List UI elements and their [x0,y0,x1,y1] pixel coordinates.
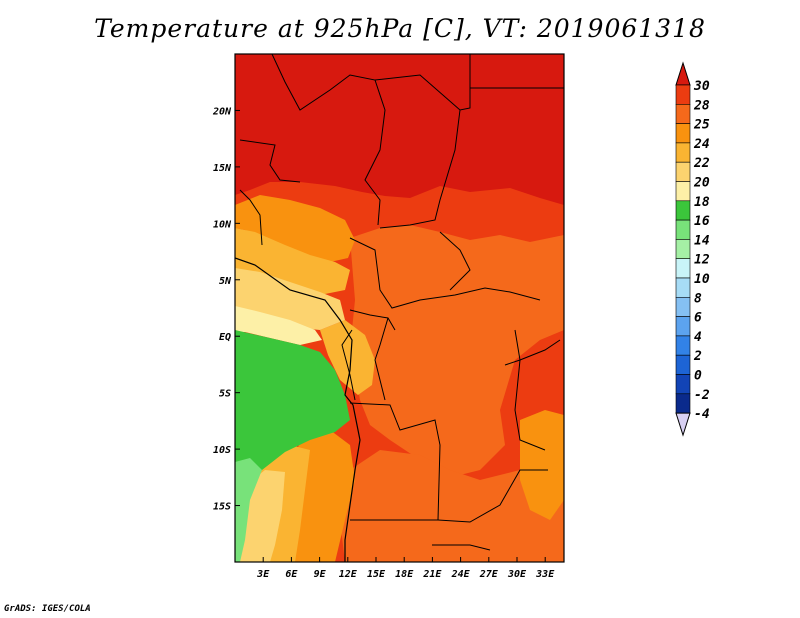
colorbar-label: 28 [693,98,710,113]
colorbar-swatch [675,219,691,240]
x-tick-label: 18E [395,569,414,580]
colorbar-label: 30 [693,79,710,94]
colorbar-label: 10 [694,272,710,287]
colorbar-swatch [675,123,691,144]
colorbar-label: 18 [694,195,710,210]
field-25-central [350,225,564,480]
field-22-west [235,228,350,295]
colorbar-swatch [675,316,691,337]
colorbar-swatch [675,239,691,259]
field-25-south [340,450,564,562]
field-24-east [520,410,564,520]
colorbar-label: 8 [694,291,702,306]
colorbar-label: 14 [694,233,710,248]
x-tick-label: 30E [507,569,527,580]
colorbar-label: 12 [694,253,710,268]
y-tick-label: 15N [213,163,232,174]
y-tick-label: 10N [213,219,232,230]
colorbar-swatch [675,84,691,105]
country-borders [239,54,564,551]
colorbar-label: -4 [694,407,710,422]
colorbar-swatch [675,161,691,182]
colorbar-label: 16 [694,214,710,229]
x-tick-label: 9E [314,569,327,580]
x-tick-label: 15E [367,569,386,580]
x-tick-label: 27E [479,569,499,580]
colorbar-label: 22 [693,156,710,171]
colorbar-bottom-arrow [675,412,691,437]
credit-label: GrADS: IGES/COLA [4,604,91,614]
temperature-field [235,54,564,562]
y-tick-label: 15S [213,502,231,513]
colorbar-swatch [675,354,691,375]
field-18-gulf [235,306,322,345]
field-22-coast [320,320,375,395]
field-16-ocean [235,330,350,500]
colorbar-label: 25 [693,118,710,133]
y-tick-label: 20N [212,106,232,117]
x-tick-label: 3E [256,569,270,580]
colorbar-label: 24 [693,137,710,152]
y-tick-label: 10S [213,445,231,456]
colorbar-swatch [675,296,691,317]
colorbar-swatch [675,258,691,279]
colorbar-swatch [675,374,691,395]
colorbar-swatch [675,181,691,202]
colorbar-swatch [675,393,691,414]
field-14-ocean [235,458,262,562]
colorbar-swatch [675,277,691,298]
colorbar-label: 4 [694,330,702,345]
chart-title: Temperature at 925hPa [C], VT: 201906131… [94,14,706,43]
y-tick-label: 5S [219,389,231,400]
x-tick-label: 12E [339,569,358,580]
colorbar-label: -2 [694,388,710,403]
x-axis-ticks: 3E 6E 9E 12E 15E 18E 21E 24E 27E 30E 33E [256,557,555,580]
colorbar-label: 20 [693,176,710,191]
x-tick-label: 6E [285,569,298,580]
colorbar-label: 0 [694,369,702,384]
coastline [235,257,361,562]
colorbar-top-arrow [675,61,691,86]
map-frame [234,53,565,563]
field-24-west [235,195,355,262]
y-tick-label: 5N [219,276,232,287]
x-tick-label: 24E [451,569,471,580]
field-30-north [235,54,564,205]
colorbar-label: 2 [693,349,702,364]
colorbar-swatch [675,335,691,356]
y-tick-label: EQ [219,332,231,343]
y-axis-ticks: 20N 15N 10N 5N EQ 5S 10S 15S [212,106,240,513]
colorbar-swatch [675,142,691,163]
x-tick-label: 21E [422,569,442,580]
colorbar-swatch [675,200,691,221]
x-tick-label: 33E [535,569,555,580]
colorbar-swatch [675,104,691,124]
colorbar-label: 6 [694,311,702,326]
